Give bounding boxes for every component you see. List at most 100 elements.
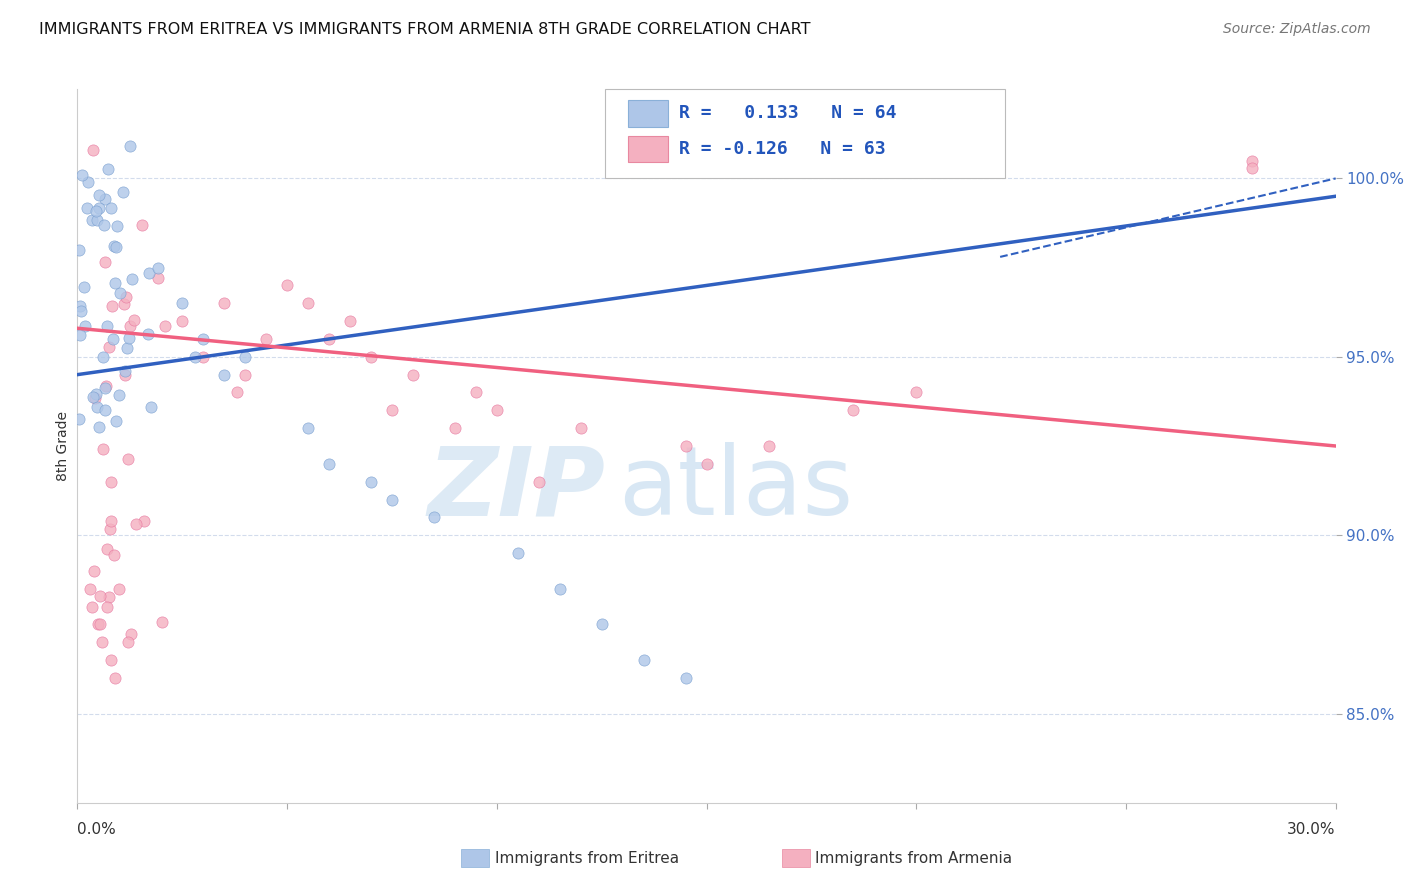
Point <box>101 332 124 346</box>
Point <box>104 276 127 290</box>
Point <box>591 617 613 632</box>
Point <box>318 332 340 346</box>
Point <box>115 341 138 355</box>
Point <box>89 589 111 603</box>
Point <box>73 280 96 294</box>
Point <box>191 350 215 364</box>
Point <box>101 300 124 314</box>
Point <box>146 260 169 275</box>
Point <box>105 219 128 234</box>
Point <box>84 204 107 219</box>
Point <box>118 331 141 345</box>
Point <box>69 328 91 343</box>
Point <box>82 143 104 157</box>
Point <box>97 590 120 604</box>
Point <box>423 510 446 524</box>
Point <box>96 542 118 557</box>
Point <box>212 368 235 382</box>
Point <box>381 403 404 417</box>
Point <box>103 239 125 253</box>
Point <box>104 671 127 685</box>
Point <box>114 297 136 311</box>
Point <box>569 421 592 435</box>
Text: Immigrants from Eritrea: Immigrants from Eritrea <box>495 851 679 865</box>
Point <box>84 387 107 401</box>
Point <box>89 188 111 202</box>
Text: R =   0.133   N = 64: R = 0.133 N = 64 <box>679 104 897 122</box>
Point <box>276 278 298 293</box>
Text: R = -0.126   N = 63: R = -0.126 N = 63 <box>679 140 886 158</box>
Point <box>77 175 100 189</box>
Point <box>402 368 425 382</box>
Point <box>485 403 508 417</box>
Point <box>139 400 162 414</box>
Point <box>98 522 121 536</box>
Point <box>905 385 928 400</box>
Point <box>105 414 128 428</box>
Point <box>96 319 118 334</box>
Point <box>76 201 98 215</box>
Point <box>318 457 340 471</box>
Point <box>70 304 93 318</box>
Point <box>70 168 93 182</box>
Point <box>86 400 108 414</box>
Point <box>69 299 91 313</box>
Point <box>506 546 529 560</box>
Point <box>191 332 215 346</box>
Point <box>297 296 319 310</box>
Point <box>155 318 177 333</box>
Point <box>94 192 117 206</box>
Point <box>80 599 103 614</box>
Point <box>381 492 404 507</box>
Point <box>464 385 486 400</box>
Point <box>124 313 146 327</box>
Point <box>172 314 194 328</box>
Point <box>107 388 129 402</box>
Point <box>100 201 122 215</box>
Point <box>131 218 153 232</box>
Point <box>675 671 697 685</box>
Point <box>125 516 148 531</box>
Point <box>444 421 467 435</box>
Point <box>842 403 865 417</box>
Point <box>117 451 139 466</box>
Point <box>172 296 194 310</box>
Point <box>96 599 118 614</box>
Text: atlas: atlas <box>619 442 853 535</box>
Point <box>254 332 277 346</box>
Point <box>100 475 122 489</box>
Point <box>233 350 256 364</box>
Point <box>115 290 138 304</box>
Point <box>104 239 127 253</box>
Point <box>87 617 110 632</box>
Point <box>118 319 141 334</box>
Point <box>80 213 103 227</box>
Point <box>82 390 104 404</box>
Point <box>89 617 111 632</box>
Point <box>120 139 142 153</box>
Point <box>100 653 122 667</box>
Point <box>120 627 142 641</box>
Point <box>136 326 159 341</box>
Point <box>758 439 780 453</box>
Point <box>297 421 319 435</box>
Point <box>121 272 143 286</box>
Point <box>184 350 207 364</box>
Point <box>110 286 132 301</box>
Point <box>108 582 131 596</box>
Point <box>94 379 117 393</box>
Text: 30.0%: 30.0% <box>1288 822 1336 837</box>
Point <box>91 350 114 364</box>
Point <box>150 615 173 629</box>
Point <box>339 314 361 328</box>
Point <box>67 412 90 426</box>
Point <box>117 635 139 649</box>
Text: IMMIGRANTS FROM ERITREA VS IMMIGRANTS FROM ARMENIA 8TH GRADE CORRELATION CHART: IMMIGRANTS FROM ERITREA VS IMMIGRANTS FR… <box>39 22 811 37</box>
Point <box>114 368 136 382</box>
Point <box>527 475 550 489</box>
Text: Source: ZipAtlas.com: Source: ZipAtlas.com <box>1223 22 1371 37</box>
Point <box>360 475 382 489</box>
Point <box>84 391 107 405</box>
Point <box>98 340 121 354</box>
Point <box>94 381 117 395</box>
